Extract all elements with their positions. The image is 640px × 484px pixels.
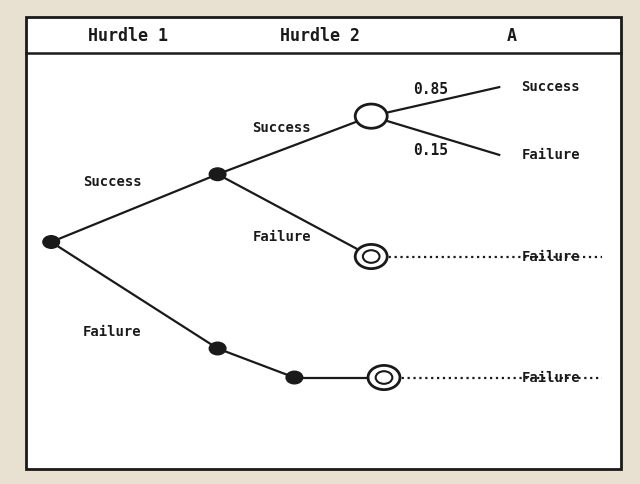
Text: Success: Success (83, 175, 141, 188)
Circle shape (43, 236, 60, 248)
Text: Failure: Failure (522, 148, 580, 162)
Text: Success: Success (252, 121, 311, 135)
Text: Hurdle 2: Hurdle 2 (280, 27, 360, 45)
Text: Failure: Failure (522, 250, 580, 263)
Circle shape (368, 365, 400, 390)
Circle shape (286, 371, 303, 384)
Text: Hurdle 1: Hurdle 1 (88, 27, 168, 45)
Text: Failure: Failure (522, 371, 580, 384)
Circle shape (355, 104, 387, 128)
Circle shape (355, 244, 387, 269)
Text: 0.85: 0.85 (413, 82, 448, 97)
Circle shape (209, 342, 226, 355)
Circle shape (209, 168, 226, 181)
Text: Failure: Failure (252, 230, 311, 244)
Text: A: A (507, 27, 517, 45)
Text: Success: Success (522, 80, 580, 94)
Text: Failure: Failure (83, 325, 141, 338)
Text: 0.15: 0.15 (413, 143, 448, 157)
